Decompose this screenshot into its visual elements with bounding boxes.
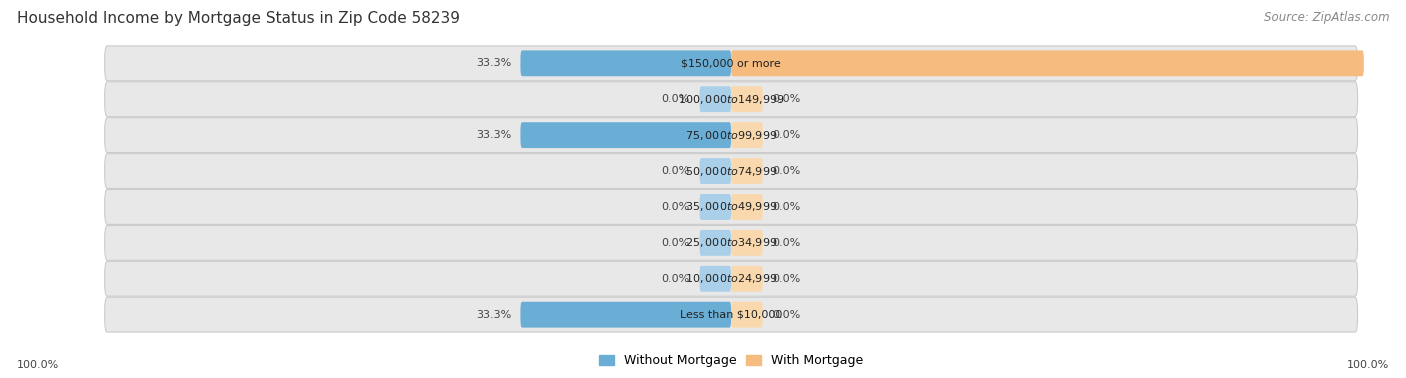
FancyBboxPatch shape: [520, 302, 731, 328]
FancyBboxPatch shape: [104, 82, 1358, 117]
Text: 100.0%: 100.0%: [1347, 361, 1389, 370]
FancyBboxPatch shape: [104, 225, 1358, 260]
FancyBboxPatch shape: [699, 158, 731, 184]
FancyBboxPatch shape: [731, 50, 1364, 76]
Text: $75,000 to $99,999: $75,000 to $99,999: [685, 129, 778, 142]
FancyBboxPatch shape: [104, 297, 1358, 332]
FancyBboxPatch shape: [104, 261, 1358, 296]
Text: 0.0%: 0.0%: [772, 274, 800, 284]
Text: 0.0%: 0.0%: [662, 166, 690, 176]
FancyBboxPatch shape: [731, 86, 762, 112]
Text: 0.0%: 0.0%: [662, 202, 690, 212]
FancyBboxPatch shape: [520, 50, 731, 76]
FancyBboxPatch shape: [731, 122, 762, 148]
FancyBboxPatch shape: [699, 266, 731, 292]
Text: 100.0%: 100.0%: [1374, 58, 1406, 68]
FancyBboxPatch shape: [699, 86, 731, 112]
FancyBboxPatch shape: [731, 194, 762, 220]
FancyBboxPatch shape: [699, 194, 731, 220]
Text: 0.0%: 0.0%: [662, 274, 690, 284]
FancyBboxPatch shape: [731, 302, 762, 328]
Text: 0.0%: 0.0%: [772, 166, 800, 176]
Text: $10,000 to $24,999: $10,000 to $24,999: [685, 272, 778, 285]
Text: $50,000 to $74,999: $50,000 to $74,999: [685, 164, 778, 178]
FancyBboxPatch shape: [731, 266, 762, 292]
Text: 0.0%: 0.0%: [772, 238, 800, 248]
Text: 0.0%: 0.0%: [772, 94, 800, 104]
FancyBboxPatch shape: [520, 122, 731, 148]
Text: Household Income by Mortgage Status in Zip Code 58239: Household Income by Mortgage Status in Z…: [17, 11, 460, 26]
Text: 33.3%: 33.3%: [475, 58, 510, 68]
Text: 0.0%: 0.0%: [662, 238, 690, 248]
Legend: Without Mortgage, With Mortgage: Without Mortgage, With Mortgage: [593, 349, 869, 372]
Text: 0.0%: 0.0%: [772, 202, 800, 212]
Text: 33.3%: 33.3%: [475, 130, 510, 140]
Text: $25,000 to $34,999: $25,000 to $34,999: [685, 236, 778, 249]
FancyBboxPatch shape: [104, 189, 1358, 225]
FancyBboxPatch shape: [699, 230, 731, 256]
FancyBboxPatch shape: [731, 230, 762, 256]
Text: 0.0%: 0.0%: [772, 310, 800, 320]
FancyBboxPatch shape: [104, 118, 1358, 153]
Text: 0.0%: 0.0%: [662, 94, 690, 104]
Text: 33.3%: 33.3%: [475, 310, 510, 320]
Text: 100.0%: 100.0%: [17, 361, 59, 370]
Text: Less than $10,000: Less than $10,000: [681, 310, 782, 320]
FancyBboxPatch shape: [104, 46, 1358, 81]
Text: $100,000 to $149,999: $100,000 to $149,999: [678, 93, 785, 106]
Text: 0.0%: 0.0%: [772, 130, 800, 140]
Text: $35,000 to $49,999: $35,000 to $49,999: [685, 200, 778, 214]
Text: $150,000 or more: $150,000 or more: [682, 58, 780, 68]
FancyBboxPatch shape: [731, 158, 762, 184]
Text: Source: ZipAtlas.com: Source: ZipAtlas.com: [1264, 11, 1389, 24]
FancyBboxPatch shape: [104, 153, 1358, 189]
